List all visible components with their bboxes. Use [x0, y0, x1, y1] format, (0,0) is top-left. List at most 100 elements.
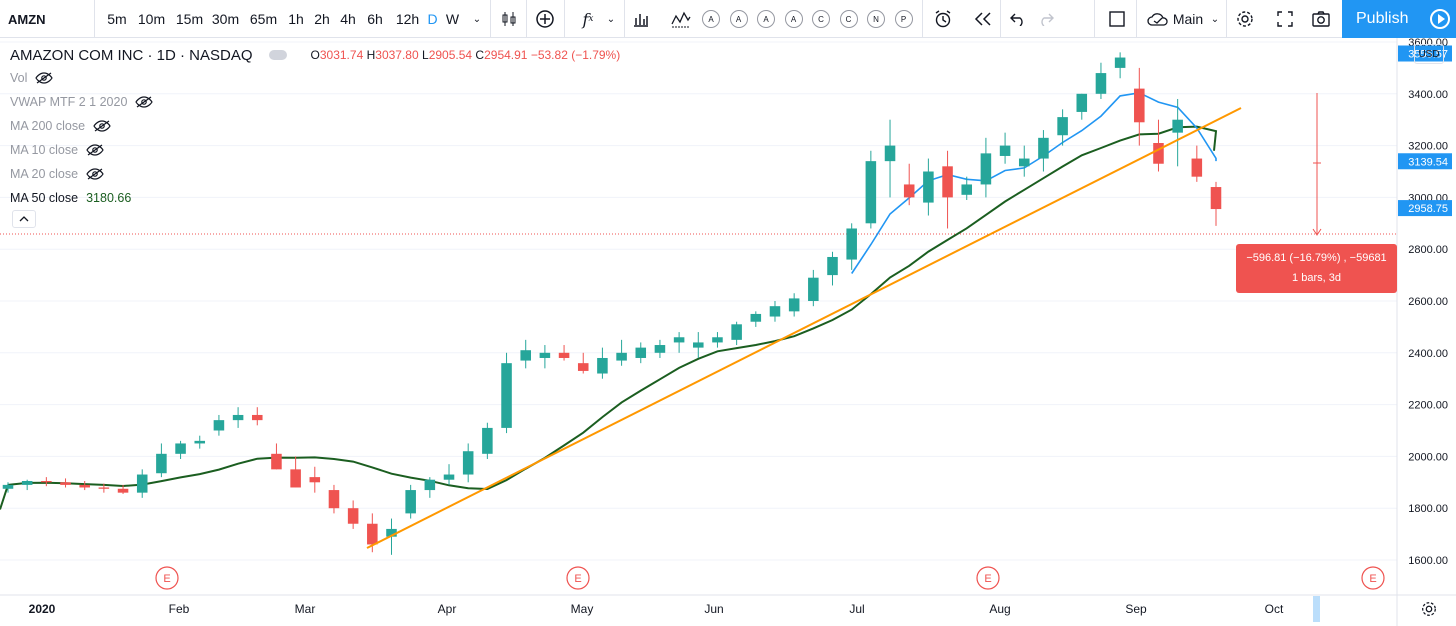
- candle: [788, 293, 800, 317]
- candle: [232, 407, 244, 428]
- price-tick-label: 3600.00: [1408, 38, 1448, 49]
- candle: [942, 150, 953, 229]
- candle: [290, 456, 301, 488]
- indicator-row[interactable]: VWAP MTF 2 1 2020: [10, 90, 620, 114]
- earnings-marker[interactable]: E: [1361, 566, 1385, 590]
- price-tick-label: 2600.00: [1408, 296, 1448, 308]
- earnings-marker[interactable]: E: [976, 566, 1000, 590]
- svg-text:3139.54: 3139.54: [1408, 156, 1448, 168]
- candle: [117, 484, 129, 494]
- svg-text:3555.57: 3555.57: [1408, 49, 1448, 61]
- indicator-label: MA 50 close: [10, 191, 79, 205]
- candle: [175, 440, 186, 459]
- layout-name[interactable]: Main: [1172, 11, 1204, 27]
- interval-2h[interactable]: 2h: [314, 11, 330, 27]
- indicator-row[interactable]: MA 10 close: [10, 138, 620, 162]
- candle: [1095, 62, 1107, 99]
- interval-6h[interactable]: 6h: [367, 11, 383, 27]
- price-chart[interactable]: 3600.003400.003200.003000.002800.002600.…: [0, 38, 1456, 626]
- replay-icon[interactable]: [970, 0, 996, 38]
- undo-icon[interactable]: [1006, 0, 1030, 38]
- candle-style-icon[interactable]: [496, 0, 522, 38]
- wave-indicator-icon[interactable]: [668, 0, 694, 38]
- price-tick-label: 1800.00: [1408, 503, 1448, 515]
- earnings-marker[interactable]: E: [155, 566, 179, 590]
- currency-label[interactable]: USD: [1414, 44, 1444, 64]
- price-tick-label: 2000.00: [1408, 451, 1448, 463]
- svg-text:E: E: [984, 573, 991, 585]
- publish-button[interactable]: Publish: [1342, 0, 1456, 38]
- hidden-eye-icon[interactable]: [35, 72, 54, 84]
- add-indicator-icon[interactable]: [532, 0, 558, 38]
- hidden-eye-icon[interactable]: [86, 168, 104, 180]
- candle: [443, 464, 455, 485]
- hidden-eye-icon[interactable]: [86, 144, 104, 156]
- candle: [482, 422, 493, 459]
- candle: [501, 352, 512, 434]
- more-options-icon[interactable]: [268, 50, 287, 60]
- candle: [328, 484, 340, 514]
- scale-settings-icon[interactable]: [1420, 600, 1438, 623]
- chevron-down-icon[interactable]: ⌄: [472, 13, 482, 25]
- indicator-shortcut-button[interactable]: P: [894, 10, 913, 28]
- last-price-label: 2958.75: [1398, 200, 1452, 217]
- candle: [347, 500, 359, 529]
- fullscreen-icon[interactable]: [1272, 0, 1298, 38]
- candle: [156, 443, 167, 478]
- hidden-eye-icon[interactable]: [93, 120, 111, 132]
- candle: [271, 443, 282, 470]
- candle: [769, 301, 781, 322]
- interval-4h[interactable]: 4h: [340, 11, 356, 27]
- candle: [980, 137, 992, 198]
- indicator-shortcut-button[interactable]: N: [867, 10, 885, 28]
- camera-icon[interactable]: [1308, 0, 1334, 38]
- candle: [827, 251, 838, 286]
- indicator-shortcut-button[interactable]: A: [757, 10, 775, 28]
- interval-65m[interactable]: 65m: [249, 11, 278, 27]
- indicator-shortcut-button[interactable]: A: [784, 10, 803, 28]
- interval-15m[interactable]: 15m: [175, 11, 204, 27]
- indicator-row[interactable]: Vol: [10, 66, 620, 90]
- symbol-search[interactable]: AMZN: [8, 11, 46, 27]
- indicator-shortcut-button[interactable]: C: [812, 10, 830, 28]
- candle: [79, 481, 90, 491]
- hidden-eye-icon[interactable]: [135, 96, 154, 108]
- time-tick-label: Apr: [438, 602, 457, 616]
- cloud-layout-icon[interactable]: [1144, 0, 1172, 38]
- compare-bars-icon[interactable]: [628, 0, 654, 38]
- indicator-shortcut-button[interactable]: A: [702, 10, 720, 28]
- interval-5m[interactable]: 5m: [107, 11, 127, 27]
- time-tick-label: Mar: [295, 602, 316, 616]
- price-tick-label: 2800.00: [1408, 244, 1448, 256]
- interval-10m[interactable]: 10m: [137, 11, 166, 27]
- candle: [635, 342, 647, 364]
- redo-icon[interactable]: [1034, 0, 1058, 38]
- indicator-shortcut-button[interactable]: A: [729, 10, 748, 28]
- gear-icon[interactable]: [1232, 0, 1258, 38]
- chevron-down-icon[interactable]: ⌄: [1210, 13, 1220, 25]
- indicator-shortcut-button[interactable]: C: [839, 10, 858, 28]
- interval-D[interactable]: D: [427, 11, 438, 27]
- indicator-row[interactable]: MA 20 close: [10, 162, 620, 186]
- indicator-label: VWAP MTF 2 1 2020: [10, 95, 128, 109]
- interval-12h[interactable]: 12h: [395, 11, 420, 27]
- time-range-highlight: [1313, 596, 1320, 622]
- interval-30m[interactable]: 30m: [211, 11, 240, 27]
- interval-W[interactable]: W: [445, 11, 460, 27]
- alarm-clock-icon[interactable]: [930, 0, 956, 38]
- price-tick-label: 3200.00: [1408, 141, 1448, 153]
- chevron-down-icon[interactable]: ⌄: [606, 13, 616, 25]
- indicator-row[interactable]: MA 50 close 3180.66: [10, 186, 620, 210]
- chart-title[interactable]: AMAZON COM INC · 1D · NASDAQ: [10, 46, 253, 64]
- candle: [884, 119, 896, 198]
- indicator-row[interactable]: MA 200 close: [10, 114, 620, 138]
- time-tick-label: Aug: [989, 602, 1010, 616]
- collapse-legend-button[interactable]: [12, 210, 36, 228]
- candle: [1134, 67, 1145, 146]
- fullscreen-square-icon[interactable]: [1104, 0, 1130, 38]
- earnings-marker[interactable]: E: [566, 566, 590, 590]
- candle: [194, 435, 206, 449]
- price-tick-label: 2400.00: [1408, 348, 1448, 360]
- interval-1h[interactable]: 1h: [288, 11, 304, 27]
